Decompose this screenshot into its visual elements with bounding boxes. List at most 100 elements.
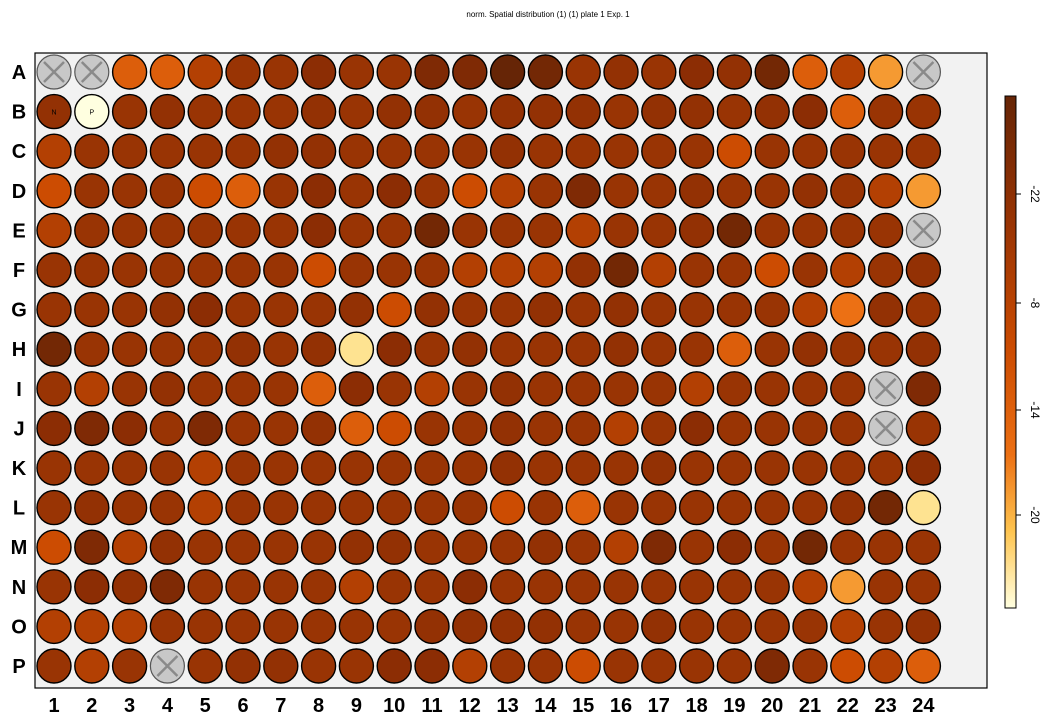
well-M4 <box>149 529 186 565</box>
well-M14 <box>527 529 564 565</box>
well-G16 <box>603 291 639 328</box>
well-O3 <box>111 608 148 645</box>
well-J1 <box>36 410 72 447</box>
well-B13 <box>489 93 526 130</box>
well-P23 <box>867 648 904 684</box>
well-O9 <box>338 608 375 645</box>
well-L23 <box>867 489 904 526</box>
well-C20 <box>754 133 790 169</box>
well-N4 <box>149 569 186 605</box>
well-P12 <box>452 648 488 684</box>
well-E11 <box>414 212 450 249</box>
column-label: 1 <box>48 695 59 717</box>
well-B22 <box>830 93 866 130</box>
well-A18 <box>678 54 715 90</box>
well-G15 <box>565 291 601 328</box>
well-E15 <box>565 212 601 249</box>
well-F21 <box>792 252 828 288</box>
well-J6 <box>225 410 261 447</box>
well-K13 <box>489 450 526 486</box>
well-P22 <box>830 648 866 684</box>
well-I10 <box>376 371 412 407</box>
row-label: E <box>12 220 25 242</box>
well-N8 <box>300 569 337 605</box>
excluded-well <box>867 410 904 446</box>
well-B8 <box>300 93 337 130</box>
well-H23 <box>867 331 904 367</box>
well-H19 <box>716 331 753 367</box>
well-B5 <box>187 93 223 130</box>
well-G11 <box>414 291 450 328</box>
well-H7 <box>263 331 299 367</box>
well-E14 <box>527 212 564 249</box>
well-H16 <box>603 331 639 367</box>
well-A9 <box>338 54 375 90</box>
well-D21 <box>792 173 828 209</box>
well-O6 <box>225 608 261 645</box>
well-L16 <box>603 489 639 526</box>
well-A20 <box>754 54 790 90</box>
well-J16 <box>603 410 639 447</box>
well-M22 <box>830 529 866 565</box>
well-J20 <box>754 410 790 447</box>
well-J12 <box>452 410 488 447</box>
well-G12 <box>452 291 488 328</box>
well-C12 <box>452 133 488 169</box>
well-M23 <box>867 529 904 565</box>
well-H20 <box>754 331 790 367</box>
well-I16 <box>603 371 639 407</box>
well-L1 <box>36 489 72 526</box>
well-L12 <box>452 489 488 526</box>
well-J9 <box>338 410 375 447</box>
well-N14 <box>527 569 564 605</box>
column-label: 8 <box>313 695 324 717</box>
well-I18 <box>678 371 715 407</box>
well-I12 <box>452 371 488 407</box>
column-label: 23 <box>874 695 896 717</box>
well-F22 <box>830 252 866 288</box>
well-E7 <box>263 212 299 249</box>
well-A8 <box>300 54 337 90</box>
well-G3 <box>111 291 148 328</box>
well-E17 <box>641 212 677 249</box>
well-B4 <box>149 93 186 130</box>
well-D9 <box>338 173 375 209</box>
well-L18 <box>678 489 715 526</box>
well-M1 <box>36 529 72 565</box>
well-I2 <box>74 371 110 407</box>
well-N19 <box>716 569 753 605</box>
well-B1 <box>36 93 72 130</box>
well-J14 <box>527 410 564 447</box>
well-I24 <box>905 371 942 407</box>
well-O5 <box>187 608 223 645</box>
well-P7 <box>263 648 299 684</box>
well-D16 <box>603 173 639 209</box>
well-L11 <box>414 489 450 526</box>
well-P17 <box>641 648 677 684</box>
well-A17 <box>641 54 677 90</box>
well-A11 <box>414 54 450 90</box>
well-G5 <box>187 291 223 328</box>
well-F11 <box>414 252 450 288</box>
well-C16 <box>603 133 639 169</box>
well-G17 <box>641 291 677 328</box>
well-D17 <box>641 173 677 209</box>
well-K9 <box>338 450 375 486</box>
well-D6 <box>225 173 261 209</box>
row-label: J <box>13 418 24 440</box>
well-L14 <box>527 489 564 526</box>
well-G19 <box>716 291 753 328</box>
well-C2 <box>74 133 110 169</box>
row-label: B <box>12 102 26 124</box>
row-label: L <box>13 498 25 520</box>
well-O21 <box>792 608 828 645</box>
well-E22 <box>830 212 866 249</box>
well-A23 <box>867 54 904 90</box>
column-label: 11 <box>421 695 442 717</box>
well-N5 <box>187 569 223 605</box>
well-L5 <box>187 489 223 526</box>
well-N1 <box>36 569 72 605</box>
well-A15 <box>565 54 601 90</box>
row-label: P <box>12 656 25 678</box>
